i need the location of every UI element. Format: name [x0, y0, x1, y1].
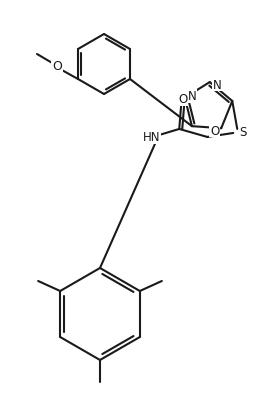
Text: O: O: [52, 60, 62, 73]
Text: N: N: [213, 78, 221, 91]
Text: O: O: [179, 93, 188, 106]
Text: O: O: [210, 124, 219, 138]
Text: S: S: [239, 126, 247, 139]
Text: HN: HN: [143, 131, 160, 144]
Text: N: N: [188, 90, 196, 103]
